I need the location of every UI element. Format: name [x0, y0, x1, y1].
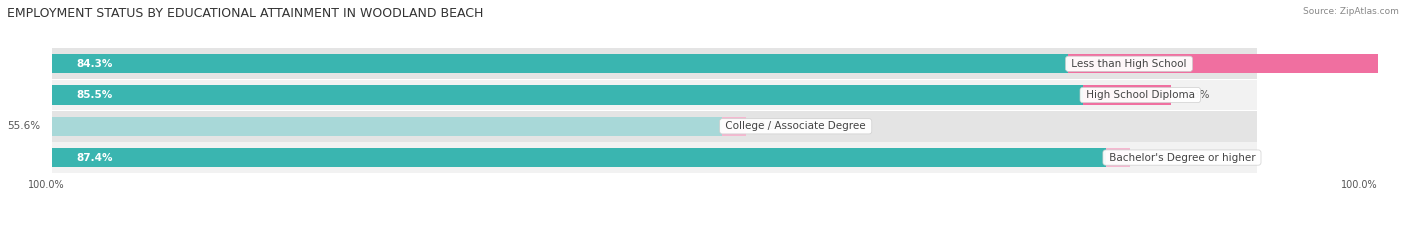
Text: 0.0%: 0.0% [758, 121, 785, 131]
Bar [52, 142, 1257, 173]
Text: 0.0%: 0.0% [1142, 153, 1168, 163]
Text: 84.3%: 84.3% [76, 59, 112, 69]
Text: EMPLOYMENT STATUS BY EDUCATIONAL ATTAINMENT IN WOODLAND BEACH: EMPLOYMENT STATUS BY EDUCATIONAL ATTAINM… [7, 7, 484, 20]
Bar [52, 111, 1257, 142]
Text: 55.6%: 55.6% [7, 121, 41, 131]
Text: 100.0%: 100.0% [28, 180, 65, 190]
Text: High School Diploma: High School Diploma [1083, 90, 1198, 100]
Bar [52, 54, 1069, 73]
Bar [52, 48, 1257, 79]
Bar [1105, 148, 1129, 167]
Text: College / Associate Degree: College / Associate Degree [723, 121, 869, 131]
Text: Source: ZipAtlas.com: Source: ZipAtlas.com [1303, 7, 1399, 16]
Text: Bachelor's Degree or higher: Bachelor's Degree or higher [1105, 153, 1258, 163]
Text: Less than High School: Less than High School [1069, 59, 1189, 69]
Bar [1083, 85, 1171, 105]
Text: 85.5%: 85.5% [76, 90, 112, 100]
Bar [1069, 54, 1406, 73]
Text: 87.4%: 87.4% [76, 153, 112, 163]
Bar [52, 85, 1083, 105]
Bar [52, 80, 1257, 110]
Text: 7.3%: 7.3% [1182, 90, 1209, 100]
Bar [723, 116, 747, 136]
Bar [52, 148, 1105, 167]
Text: 100.0%: 100.0% [1341, 180, 1378, 190]
Bar [52, 116, 723, 136]
